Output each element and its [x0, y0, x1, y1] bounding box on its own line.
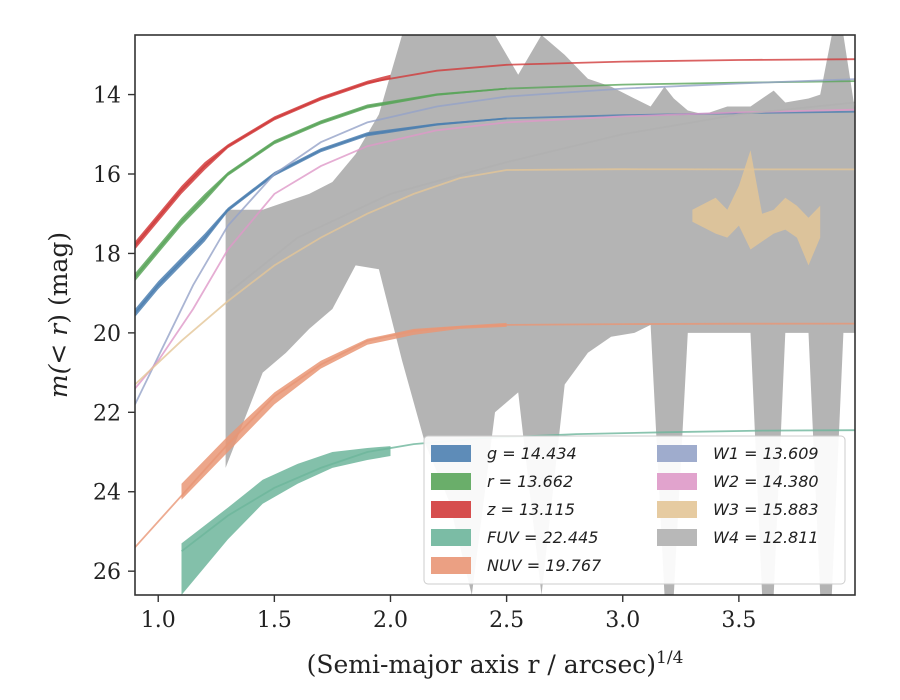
- x-axis-label: (Semi-major axis r / arcsec)1/4: [307, 648, 684, 679]
- legend-label-r: r = 13.662: [487, 472, 573, 491]
- x-tick-label: 3.0: [605, 608, 640, 633]
- y-tick-label: 18: [93, 242, 121, 267]
- legend-swatch-w4: [657, 529, 697, 546]
- series-line-z: [135, 58, 855, 247]
- y-tick-label: 24: [93, 481, 121, 506]
- legend-label-z: z = 13.115: [486, 500, 575, 519]
- w3-band: [692, 150, 821, 266]
- series-line-nuv: [135, 322, 855, 548]
- x-tick-label: 1.0: [141, 608, 176, 633]
- series-line-r: [135, 80, 855, 278]
- y-tick-label: 16: [93, 163, 121, 188]
- legend-swatch-nuv: [431, 557, 471, 574]
- legend: g = 14.434 r = 13.662 z = 13.115 FUV = 22.4…: [423, 435, 846, 585]
- plot-area: [135, 35, 855, 595]
- legend-swatch-z: [431, 501, 471, 518]
- series-line-w3: [135, 168, 855, 386]
- legend-label-g: g = 14.434: [487, 444, 577, 463]
- series-band-fuv: [181, 446, 391, 595]
- series-line-w4: [227, 101, 855, 294]
- y-tick-label: 22: [93, 401, 121, 426]
- series-line-w2: [135, 108, 855, 390]
- legend-box: [423, 435, 846, 585]
- legend-swatch-w2: [657, 473, 697, 490]
- x-tick-label: 2.5: [489, 608, 524, 633]
- legend-label-w3: W3 = 15.883: [713, 500, 819, 519]
- x-tick-label: 1.5: [257, 608, 292, 633]
- legend-label-w2: W2 = 14.380: [713, 472, 819, 491]
- legend-swatch-w3: [657, 501, 697, 518]
- y-axis-label: m(< r) (mag): [44, 232, 73, 398]
- legend-label-fuv: FUV = 22.445: [487, 528, 598, 547]
- x-axis: 1.0 1.5 2.0 2.5 3.0 3.5: [141, 595, 756, 633]
- plot-frame: [134, 34, 856, 596]
- legend-swatch-fuv: [431, 529, 471, 546]
- y-tick-label: 20: [93, 322, 121, 347]
- legend-label-nuv: NUV = 19.767: [487, 556, 602, 575]
- w4-band: [225, 35, 855, 595]
- y-axis: 14 16 18 20 22 24 26: [93, 84, 135, 585]
- legend-swatch-g: [431, 445, 471, 462]
- legend-label-w1: W1 = 13.609: [713, 444, 819, 463]
- legend-swatch-w1: [657, 445, 697, 462]
- series-line-fuv: [180, 429, 855, 553]
- legend-swatch-r: [431, 473, 471, 490]
- y-tick-label: 14: [93, 84, 121, 109]
- legend-label-w4: W4 = 12.811: [713, 528, 819, 547]
- y-tick-label: 26: [93, 560, 121, 585]
- x-tick-label: 2.0: [373, 608, 408, 633]
- x-axis-label-exponent: 1/4: [656, 648, 683, 668]
- series-line-w1: [135, 78, 855, 405]
- x-tick-label: 3.5: [721, 608, 756, 633]
- series-line-g: [135, 110, 855, 314]
